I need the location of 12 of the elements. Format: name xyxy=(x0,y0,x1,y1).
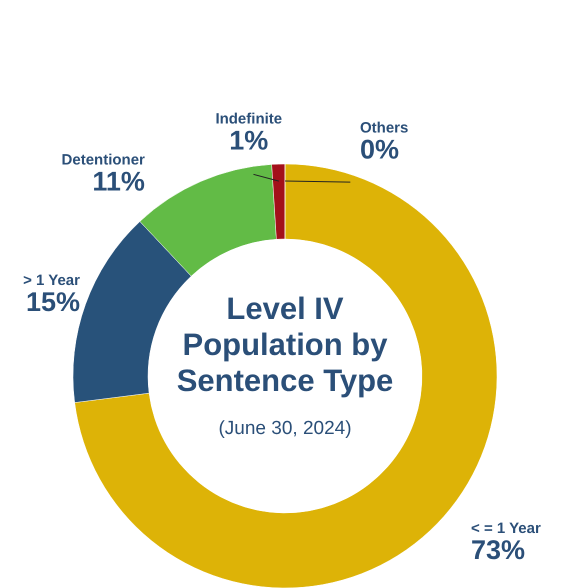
slice-label: Detentioner xyxy=(62,151,146,168)
data-label: 11% xyxy=(92,166,145,196)
slice-label: < = 1 Year xyxy=(471,520,541,538)
slice-label: Indefinite xyxy=(215,110,282,128)
data-label: 73% xyxy=(471,535,526,566)
text: Level IV Population by Sentence Type xyxy=(176,291,394,398)
data-label: 15% xyxy=(26,286,80,317)
category-label: Others xyxy=(360,120,408,137)
data-label: 1% xyxy=(229,126,268,156)
text: (June 30, 2024) xyxy=(218,418,352,439)
slice-label: > 1 Year xyxy=(23,272,80,289)
text: 0% xyxy=(360,134,400,165)
